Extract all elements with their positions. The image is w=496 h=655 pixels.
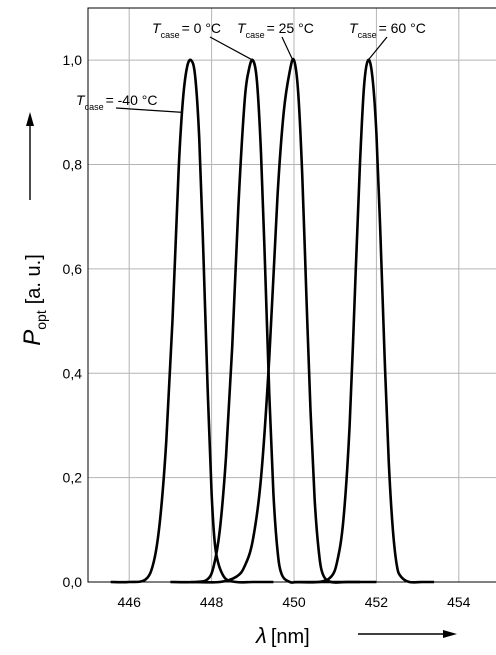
y-axis-arrow: [26, 112, 34, 200]
series-line: [190, 57, 377, 584]
x-tick-label: 446: [118, 594, 142, 610]
svg-text:Popt[a. u.]: Popt [a. u.]: [19, 254, 49, 346]
tick-labels: 446 448 450 452 454 0,0 0,2 0,4 0,6 0,8 1,0: [63, 52, 471, 610]
y-tick-label: 0,4: [63, 365, 83, 381]
y-axis-symbol: P: [19, 330, 46, 346]
annotation-leader: [209, 36, 254, 61]
x-axis-unit: [nm]: [271, 626, 310, 648]
annotation-leader: [281, 36, 294, 61]
annotations: Tcase = -40 °C Tcase = 0 °C Tcase = 25 °C Tcas…: [76, 20, 426, 113]
x-tick-label: 454: [447, 594, 471, 610]
series-line: [110, 58, 274, 584]
y-tick-label: 0,6: [63, 261, 83, 277]
x-tick-label: 452: [365, 594, 389, 610]
grid: [88, 8, 496, 582]
y-tick-label: 0,0: [63, 574, 83, 590]
annotation-label: Tcase = 0 °C: [152, 20, 221, 40]
x-tick-label: 448: [200, 594, 224, 610]
annotation-label: Tcase = 60 °C: [349, 20, 426, 40]
x-tick-label: 450: [282, 594, 306, 610]
y-tick-label: 0,8: [63, 157, 83, 173]
y-axis-label: Popt [a. u.]: [19, 254, 49, 346]
y-tick-label: 1,0: [63, 52, 83, 68]
annotation-label: Tcase = -40 °C: [76, 92, 157, 112]
annotation-label: Tcase = 25 °C: [237, 20, 314, 40]
y-tick-label: 0,2: [63, 470, 83, 486]
annotation-leader: [367, 36, 388, 61]
series-line: [293, 58, 435, 584]
annotation-leader: [115, 107, 183, 113]
curves: [110, 57, 435, 584]
x-axis-label: λ [nm]: [255, 623, 310, 648]
y-axis-unit: [a. u.]: [23, 254, 45, 304]
x-axis-symbol: λ: [255, 623, 267, 648]
x-axis-arrow: [358, 630, 457, 638]
y-axis-subscript: opt: [33, 310, 49, 330]
